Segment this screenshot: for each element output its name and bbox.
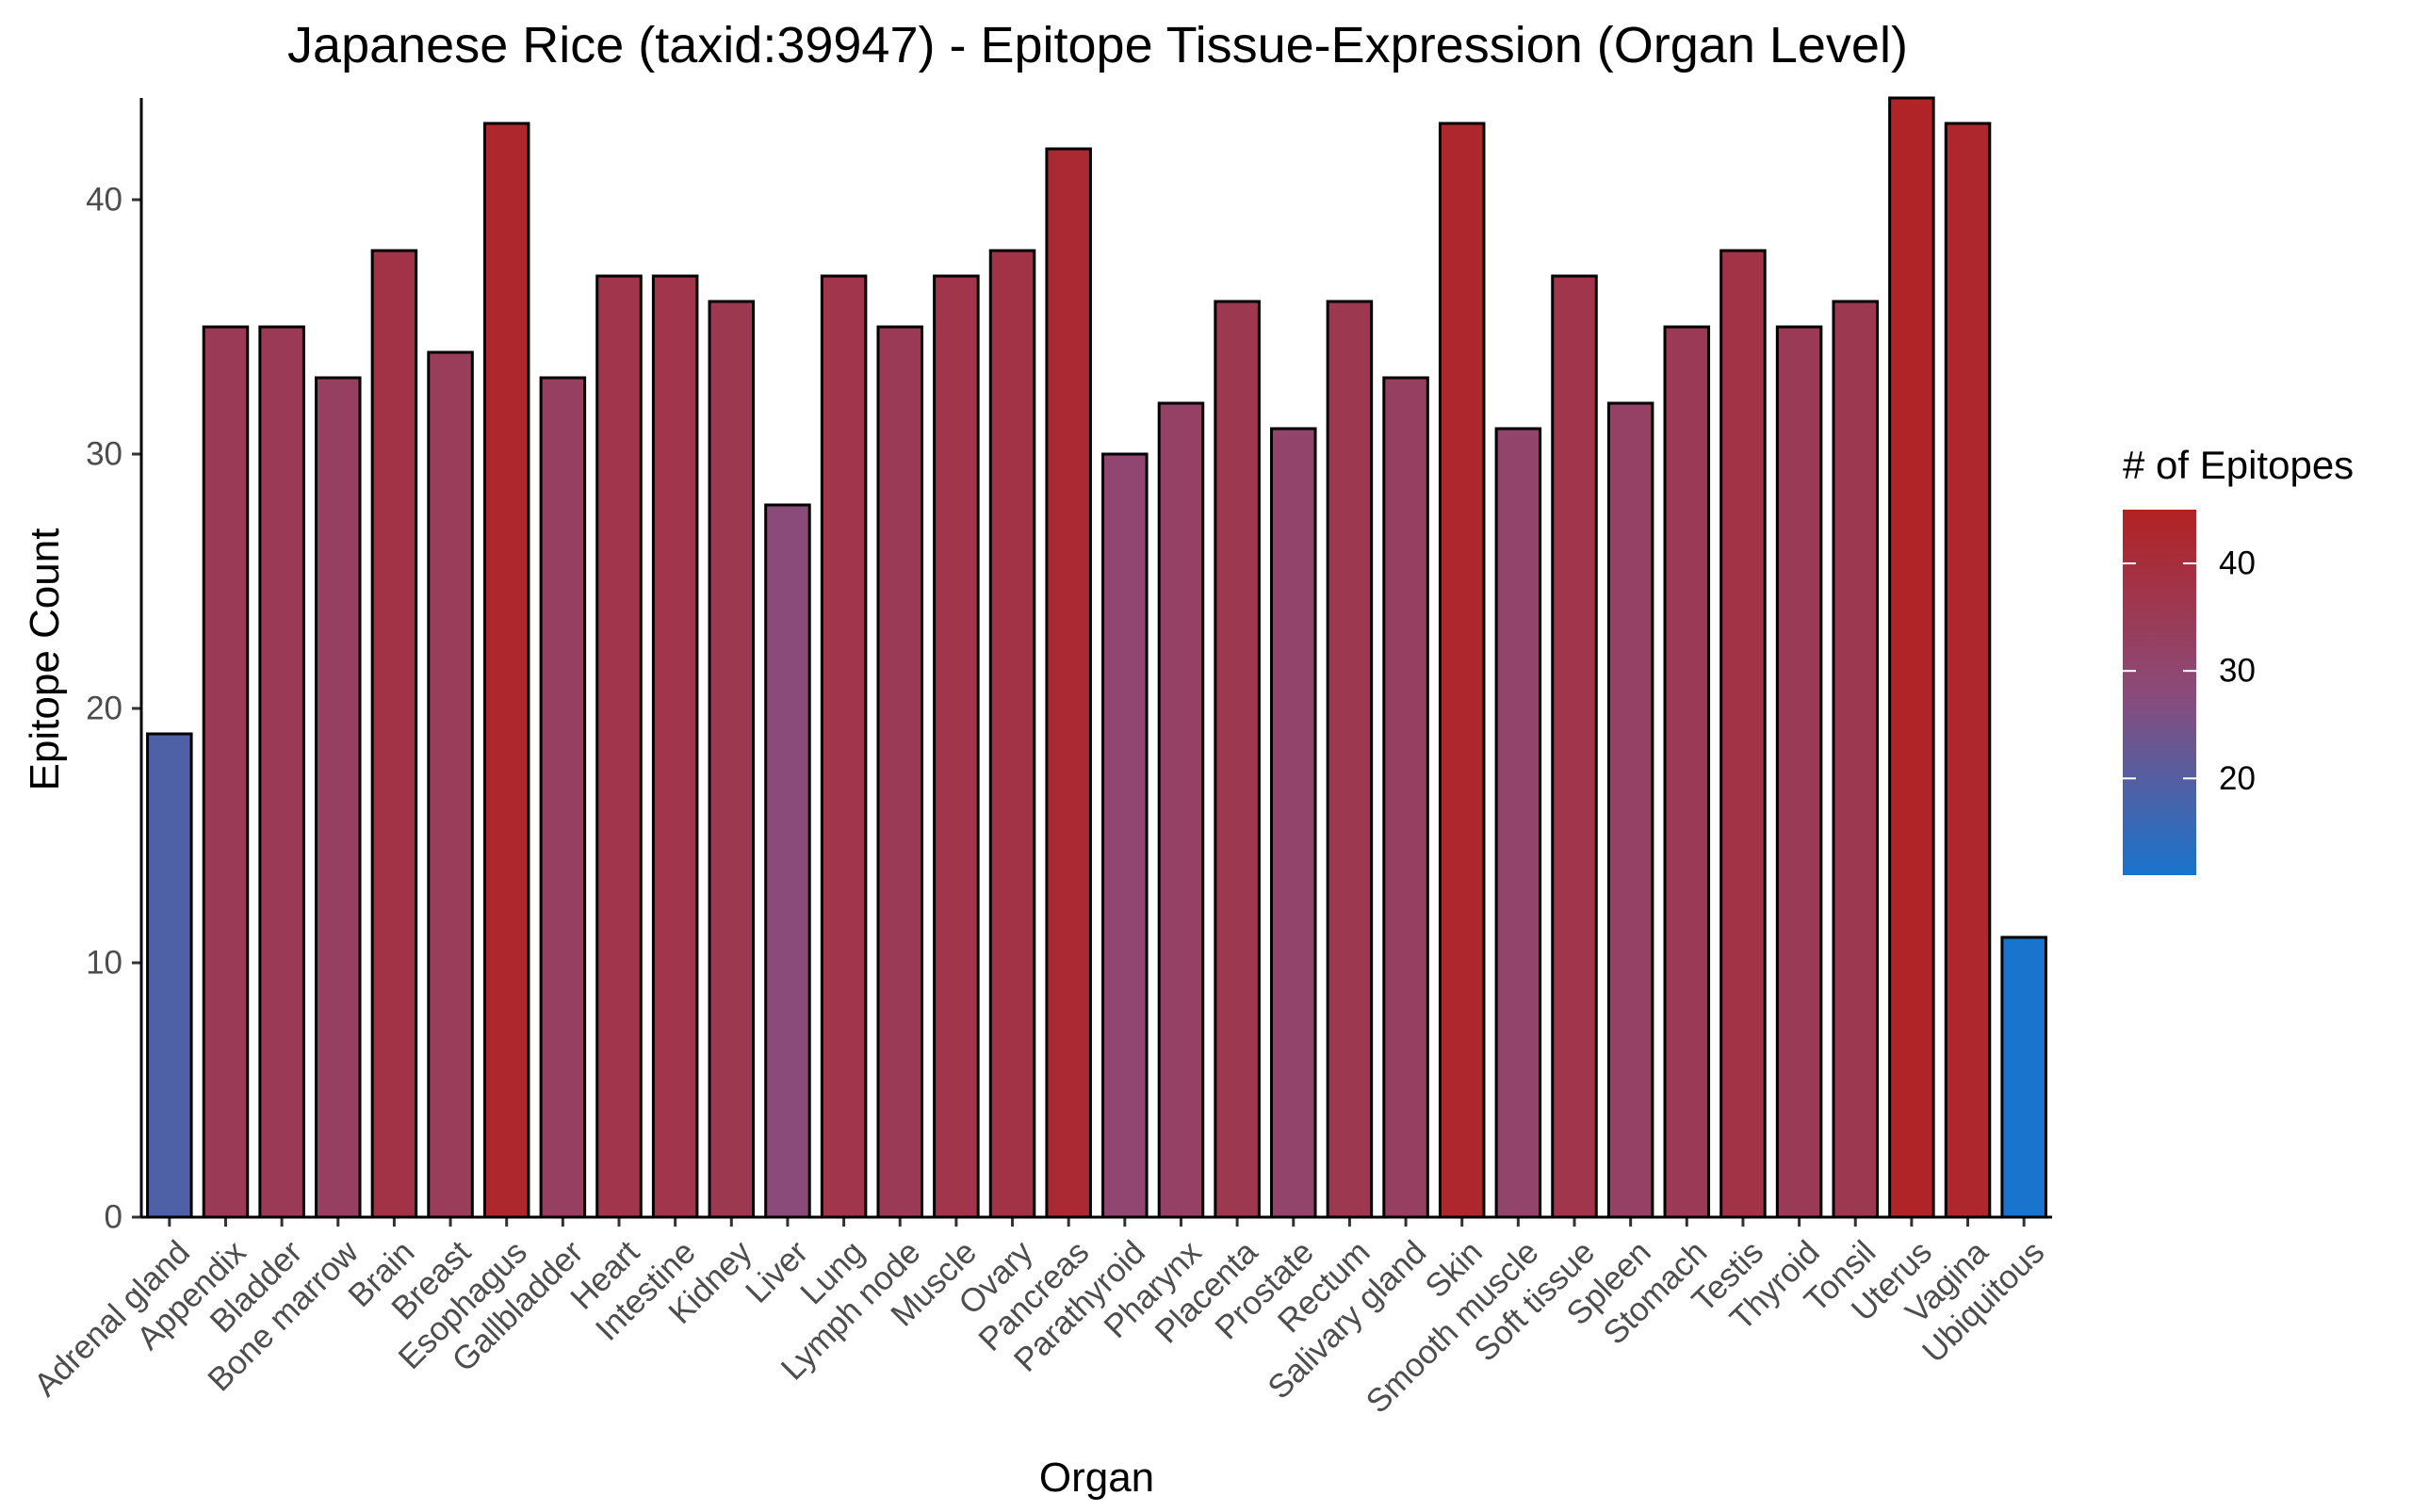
legend-title: # of Epitopes [2123, 443, 2354, 487]
bar-muscle [933, 274, 980, 1219]
bar-intestine [651, 274, 699, 1219]
color-legend: # of Epitopes 20 30 40 [2123, 443, 2354, 875]
bar-esophagus [482, 122, 530, 1219]
bar-adrenal-gland [146, 732, 193, 1219]
bars-group [146, 96, 2047, 1219]
legend-tick-label: 40 [2219, 545, 2256, 582]
bar-skin [1438, 122, 1486, 1219]
bar-kidney [708, 300, 756, 1219]
bar-appendix [202, 325, 250, 1219]
legend-ticks: 20 30 40 [2123, 545, 2256, 797]
y-tick-label: 30 [86, 436, 122, 473]
y-tick-label: 10 [86, 945, 122, 982]
x-tick-label: Liver [739, 1233, 815, 1309]
bar-spleen [1606, 401, 1654, 1219]
bar-bone-marrow [315, 376, 362, 1219]
bar-lung [820, 274, 868, 1219]
bar-breast [427, 350, 474, 1219]
bar-smooth-muscle [1494, 427, 1542, 1219]
bar-ubiquitous [2000, 935, 2047, 1219]
bar-pharynx [1157, 401, 1205, 1219]
y-axis-ticks: 0 10 20 30 40 [86, 182, 141, 1236]
y-axis-title: Epitope Count [22, 528, 68, 791]
bar-lymph-node [876, 325, 923, 1219]
bar-liver [764, 503, 811, 1219]
legend-colorbar [2123, 510, 2196, 875]
bar-tonsil [1832, 300, 1879, 1219]
legend-tick-label: 20 [2219, 760, 2256, 797]
y-tick-label: 0 [105, 1199, 122, 1236]
bar-thyroid [1775, 325, 1823, 1219]
bar-uterus [1888, 96, 1935, 1219]
bar-prostate [1270, 427, 1317, 1219]
bar-gallbladder [539, 376, 587, 1219]
bar-ovary [988, 249, 1036, 1219]
bar-brain [370, 249, 418, 1219]
bar-pancreas [1045, 147, 1092, 1219]
bar-heart [595, 274, 643, 1219]
bar-soft-tissue [1551, 274, 1598, 1219]
y-tick-label: 40 [86, 182, 122, 219]
x-axis-title: Organ [1039, 1455, 1154, 1501]
bar-testis [1719, 249, 1767, 1219]
bar-vagina [1944, 122, 1992, 1219]
bar-rectum [1326, 300, 1374, 1219]
y-tick-label: 20 [86, 691, 122, 727]
legend-tick-label: 30 [2219, 653, 2256, 690]
bar-salivary-gland [1382, 376, 1429, 1219]
chart-title: Japanese Rice (taxid:39947) - Epitope Ti… [287, 17, 1908, 73]
bar-bladder [258, 325, 305, 1219]
bar-placenta [1214, 300, 1261, 1219]
bar-stomach [1663, 325, 1711, 1219]
bar-parathyroid [1101, 452, 1149, 1219]
